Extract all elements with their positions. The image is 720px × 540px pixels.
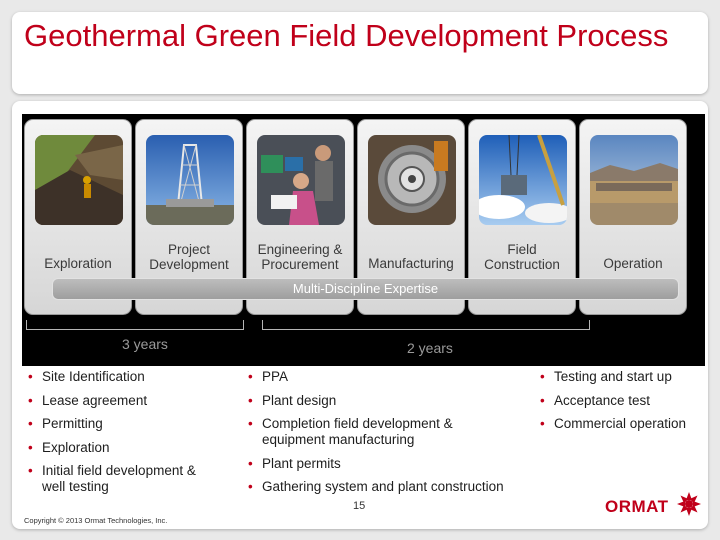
- stage-label: Project Development: [149, 242, 229, 272]
- duration-bracket-development: [262, 320, 590, 330]
- list-item: Completion field development & equipment…: [248, 416, 533, 448]
- stage-label: Manufacturing: [368, 256, 454, 271]
- stage-label: Engineering & Procurement: [257, 242, 343, 272]
- activities-list-2: PPA Plant design Completion field develo…: [248, 369, 533, 503]
- list-item: Plant permits: [248, 456, 533, 472]
- activities-list-3: Testing and start up Acceptance test Com…: [540, 369, 708, 440]
- list-item: Acceptance test: [540, 393, 708, 409]
- list-item: Initial field development & well testing: [28, 463, 238, 495]
- drilling-rig-photo: [146, 135, 234, 225]
- engineers-at-computers-photo: [257, 135, 345, 225]
- title-box: Geothermal Green Field Development Proce…: [12, 12, 708, 94]
- list-item: Exploration: [28, 440, 238, 456]
- list-item: Plant design: [248, 393, 533, 409]
- page-number: 15: [353, 500, 366, 512]
- stage-label: Operation: [603, 256, 663, 271]
- hillside-exploration-photo: [35, 135, 123, 225]
- list-item: PPA: [248, 369, 533, 385]
- crane-construction-photo: [479, 135, 567, 225]
- multi-discipline-expertise-bar: Multi-Discipline Expertise: [52, 278, 679, 300]
- power-plant-photo: [590, 135, 678, 225]
- duration-bracket-exploration: [26, 320, 244, 330]
- ormat-logo-icon: [676, 491, 702, 522]
- list-item: Gathering system and plant construction: [248, 479, 533, 495]
- list-item: Site Identification: [28, 369, 238, 385]
- list-item: Commercial operation: [540, 416, 708, 432]
- activities-list-1: Site Identification Lease agreement Perm…: [28, 369, 238, 503]
- turbine-manufacturing-photo: [368, 135, 456, 225]
- list-item: Permitting: [28, 416, 238, 432]
- stage-label: Exploration: [44, 256, 112, 271]
- list-item: Lease agreement: [28, 393, 238, 409]
- duration-3-years: 3 years: [122, 336, 168, 352]
- stage-field-construction: Field Construction: [468, 119, 576, 315]
- ormat-logo: ORMAT: [605, 491, 702, 522]
- logo-text: ORMAT: [605, 496, 669, 516]
- stage-label: Field Construction: [484, 242, 560, 272]
- list-item: Testing and start up: [540, 369, 708, 385]
- duration-2-years: 2 years: [407, 340, 453, 356]
- slide-title: Geothermal Green Field Development Proce…: [24, 18, 669, 53]
- copyright-notice: Copyright © 2013 Ormat Technologies, Inc…: [24, 516, 168, 525]
